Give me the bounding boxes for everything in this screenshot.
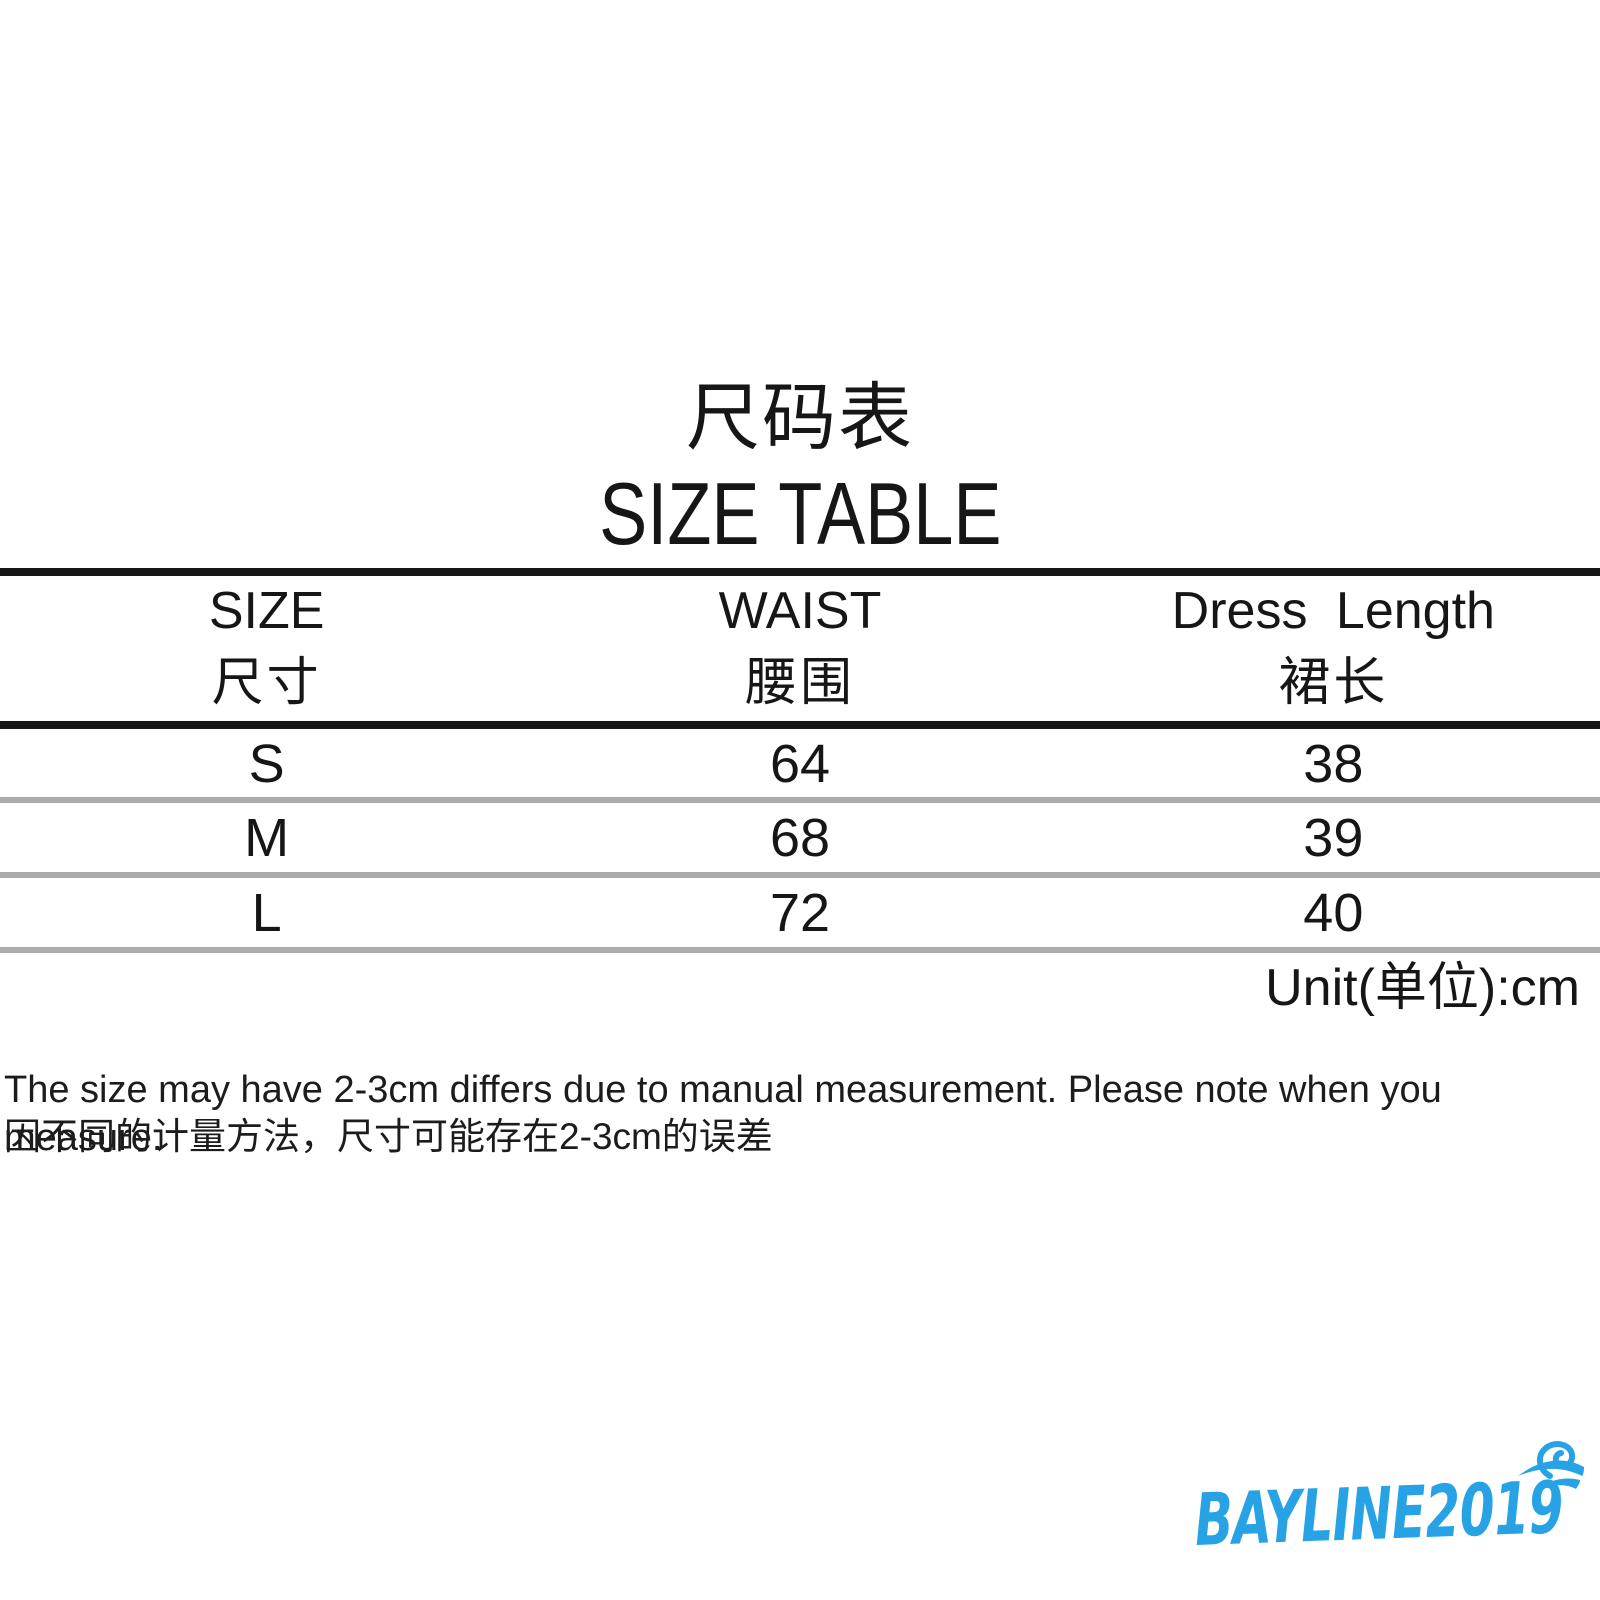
table-header-row-en: SIZE WAIST Dress Length xyxy=(0,578,1600,644)
measurement-note-cn: 因不同的计量方法，尺寸可能存在2-3cm的误差 xyxy=(4,1116,773,1157)
header-size: SIZE xyxy=(208,582,325,640)
cell-size-l: L xyxy=(251,883,282,943)
header-dress-length-cn: 裙长 xyxy=(1278,654,1389,712)
table-row-l: L 72 40 xyxy=(0,880,1600,946)
table-row-m: M 68 39 xyxy=(0,805,1600,871)
cell-size-m: M xyxy=(244,808,290,868)
page-title-en: SIZE TABLE xyxy=(0,466,1600,562)
cell-dress-length-l: 40 xyxy=(1303,883,1364,943)
watermark: BAYLINE2019 xyxy=(1193,1440,1596,1570)
table-top-border xyxy=(0,568,1600,576)
unit-note: Unit(单位):cm xyxy=(1265,959,1580,1017)
cell-waist-m: 68 xyxy=(769,808,831,868)
watermark-text: BAYLINE2019 xyxy=(1193,1465,1565,1562)
row-divider xyxy=(0,872,1600,878)
table-header-divider xyxy=(0,721,1600,729)
header-size-cn: 尺寸 xyxy=(211,654,322,712)
cell-dress-length-s: 38 xyxy=(1303,734,1364,794)
cell-waist-s: 64 xyxy=(769,734,831,794)
page-title-cn: 尺码表 xyxy=(686,376,914,459)
row-divider xyxy=(0,797,1600,803)
table-row-s: S 64 38 xyxy=(0,731,1600,797)
table-header-row-cn: 尺寸 腰围 裙长 xyxy=(0,650,1600,716)
cell-waist-l: 72 xyxy=(769,883,831,943)
table-bottom-border xyxy=(0,947,1600,953)
page-title-en-text: SIZE TABLE xyxy=(598,464,1002,563)
measurement-note-en: The size may have 2-3cm differs due to m… xyxy=(4,1069,1442,1159)
wave-swirl-icon xyxy=(1518,1441,1584,1491)
cell-dress-length-m: 39 xyxy=(1303,808,1364,868)
header-waist: WAIST xyxy=(718,582,882,640)
header-waist-cn: 腰围 xyxy=(744,654,855,712)
header-dress-length: Dress Length xyxy=(1171,582,1495,640)
cell-size-s: S xyxy=(248,734,285,794)
